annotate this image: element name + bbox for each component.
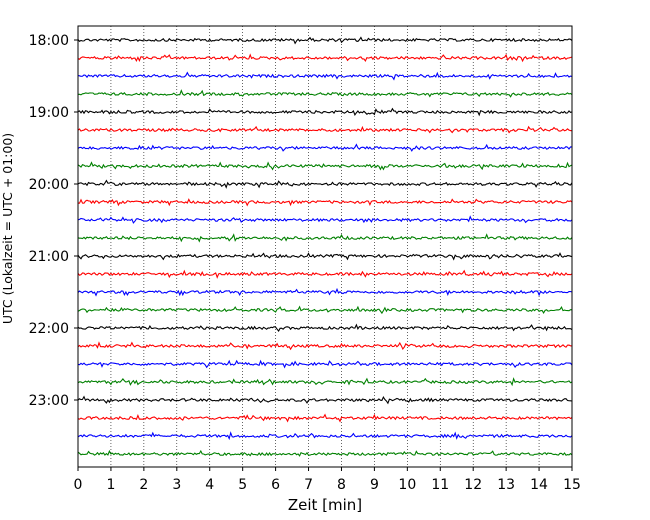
x-tick-label: 4 <box>205 477 214 493</box>
trace-line <box>78 89 573 98</box>
trace-line <box>77 449 573 457</box>
trace-line <box>77 179 573 189</box>
x-tick-label: 6 <box>271 477 280 493</box>
y-tick-label: 21:00 <box>29 249 69 265</box>
x-tick-label: 1 <box>106 477 115 493</box>
trace-line <box>77 359 573 369</box>
trace-line <box>77 305 573 315</box>
trace-line <box>77 233 573 243</box>
trace-line <box>77 413 573 423</box>
trace-line <box>77 215 573 224</box>
y-tick-label: 18:00 <box>29 33 69 49</box>
y-tick-label: 19:00 <box>29 105 69 121</box>
x-tick-label: 3 <box>172 477 181 493</box>
y-axis-label: UTC (Lokalzeit = UTC + 01:00) <box>0 133 15 324</box>
trace-line <box>77 143 572 152</box>
trace-line <box>77 71 573 81</box>
trace-line <box>77 323 573 332</box>
trace-line <box>77 36 573 45</box>
x-tick-label: 8 <box>337 477 346 493</box>
x-tick-label: 9 <box>370 477 379 493</box>
x-tick-label: 0 <box>74 477 83 493</box>
y-tick-label: 23:00 <box>29 393 69 409</box>
y-axis-ticks: 18:00 19:00 20:00 21:00 22:00 23:00 <box>29 33 78 409</box>
x-axis-label: Zeit [min] <box>288 496 362 514</box>
trace-line <box>77 269 573 279</box>
trace-line <box>77 252 573 261</box>
x-tick-label: 10 <box>398 477 416 493</box>
y-tick-label: 20:00 <box>29 177 69 193</box>
x-tick-label: 12 <box>464 477 482 493</box>
plot-frame <box>77 25 573 468</box>
x-tick-label: 5 <box>238 477 247 493</box>
traces <box>77 36 573 457</box>
trace-line <box>77 161 573 171</box>
trace-line <box>77 341 573 351</box>
x-tick-label: 14 <box>530 477 548 493</box>
x-tick-label: 7 <box>304 477 313 493</box>
x-tick-label: 15 <box>563 477 581 493</box>
trace-line <box>77 395 573 405</box>
trace-line <box>77 198 573 207</box>
x-tick-label: 2 <box>139 477 148 493</box>
x-axis-ticks: 0 1 2 3 4 5 6 7 8 9 10 11 12 13 14 15 <box>74 467 581 493</box>
trace-line <box>77 377 573 387</box>
trace-line <box>77 431 573 441</box>
y-tick-label: 22:00 <box>29 321 69 337</box>
trace-line <box>77 107 573 117</box>
x-tick-label: 11 <box>431 477 449 493</box>
trace-line <box>77 53 573 63</box>
trace-line <box>77 125 573 134</box>
trace-line <box>77 287 573 297</box>
x-tick-label: 13 <box>497 477 515 493</box>
